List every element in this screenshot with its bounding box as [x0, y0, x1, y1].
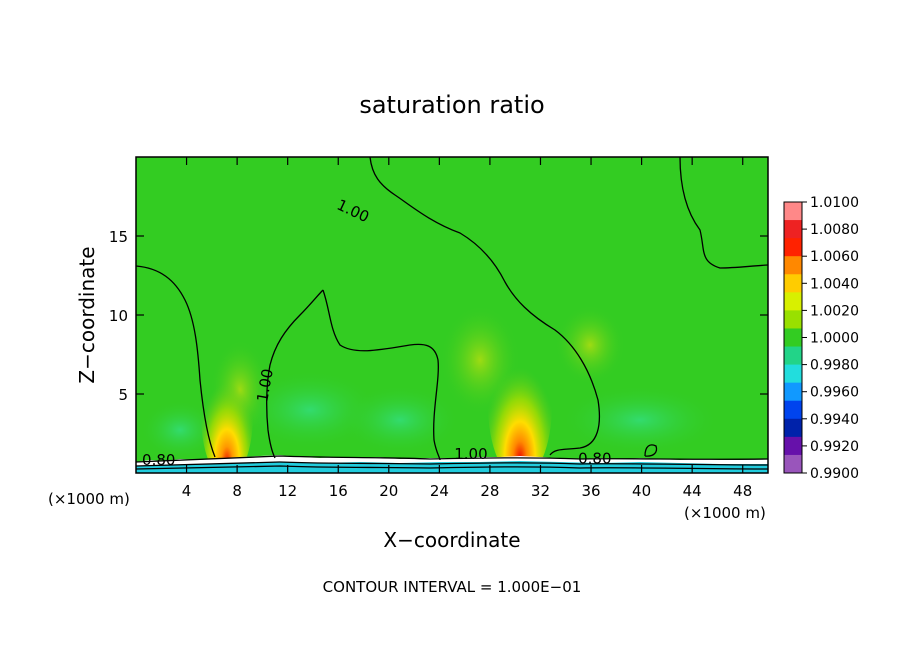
x-tick-label: 28: [480, 482, 499, 500]
colorbar-label: 1.0040: [810, 276, 859, 292]
colorbar-swatch: [784, 238, 802, 257]
y-tick-label: 5: [118, 386, 128, 404]
moist-blob: [340, 385, 460, 455]
x-tick-label: 4: [182, 482, 192, 500]
colorbar: 1.0100 1.0080 1.0060 1.0040 1.0020 1.0000 0.99…: [783, 195, 859, 482]
colorbar-swatch: [784, 220, 802, 239]
x-axis: 4 8 12 16 20 24 28 32 36 40 44 48: [182, 157, 752, 500]
contour-label: 1.00: [253, 367, 277, 403]
contour-label: 1.00: [454, 445, 487, 463]
colorbar-swatch: [784, 400, 802, 420]
contour-label: 0.80: [142, 451, 175, 469]
x-tick-label: 44: [683, 482, 702, 500]
colorbar-swatch: [784, 256, 802, 275]
colorbar-swatch: [784, 454, 802, 474]
colorbar-label: 1.0060: [810, 249, 859, 265]
x-tick-label: 32: [531, 482, 550, 500]
x-units-left: (×1000 m): [48, 490, 130, 508]
y-tick-label: 15: [109, 228, 128, 246]
x-tick-label: 16: [329, 482, 348, 500]
green-yellow-blob: [555, 305, 625, 385]
colorbar-label: 1.0080: [810, 222, 859, 238]
moist-blob: [560, 385, 720, 455]
colorbar-swatch: [784, 364, 802, 384]
field-features: 1.001.001.000.80 0.80: [136, 157, 768, 473]
colorbar-swatch: [784, 418, 802, 438]
contour-lines: [136, 157, 768, 470]
colorbar-swatch: [784, 346, 802, 366]
colorbar-label: 0.9960: [810, 385, 859, 401]
colorbar-swatch: [784, 328, 802, 348]
contour-interval-note: CONTOUR INTERVAL = 1.000E−01: [323, 578, 582, 596]
colorbar-label: 1.0100: [810, 195, 859, 211]
colorbar-swatch: [784, 382, 802, 402]
plume-right: [488, 330, 552, 473]
x-units-right: (×1000 m): [684, 504, 766, 522]
x-tick-label: 36: [581, 482, 600, 500]
plume-left: [201, 350, 253, 473]
y-tick-label: 10: [109, 307, 128, 325]
colorbar-label: 0.9920: [810, 439, 859, 455]
contour-label: 0.80: [578, 450, 611, 468]
colorbar-label: 0.9940: [810, 412, 859, 428]
colorbar-swatch: [784, 274, 802, 293]
x-tick-label: 8: [232, 482, 242, 500]
colorbar-label: 0.9900: [810, 466, 859, 482]
x-tick-label: 40: [632, 482, 651, 500]
x-axis-label: X−coordinate: [383, 528, 520, 552]
colorbar-label: 1.0000: [810, 331, 859, 347]
chart-title: saturation ratio: [359, 91, 544, 119]
x-tick-label: 24: [430, 482, 449, 500]
colorbar-label: 1.0020: [810, 303, 859, 319]
colorbar-swatch: [784, 202, 802, 221]
colorbar-swatch: [784, 292, 802, 311]
x-tick-label: 12: [278, 482, 297, 500]
x-tick-label: 48: [733, 482, 752, 500]
y-axis-label: Z−coordinate: [75, 246, 99, 383]
y-axis: 5 10 15: [109, 228, 768, 404]
x-tick-label: 20: [379, 482, 398, 500]
colorbar-swatch: [784, 436, 802, 456]
colorbar-label: 0.9980: [810, 358, 859, 374]
moist-blob: [140, 400, 220, 460]
colorbar-swatch: [784, 310, 802, 329]
